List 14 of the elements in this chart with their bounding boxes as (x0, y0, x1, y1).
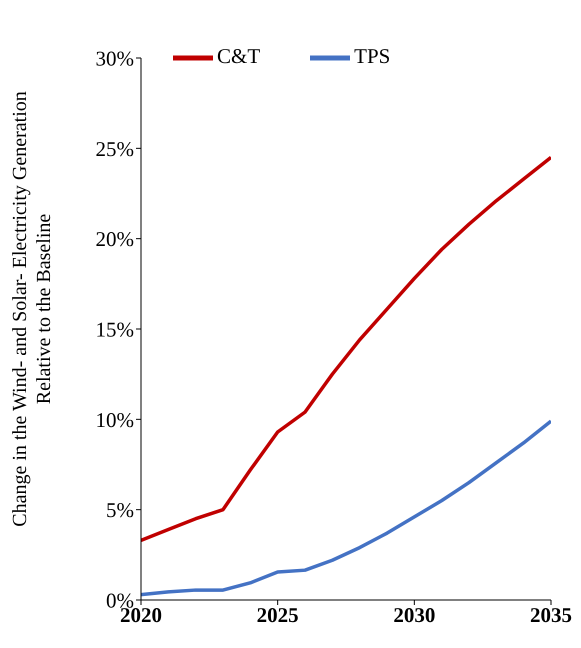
line-series (141, 156, 551, 542)
x-tick-label: 2035 (530, 602, 572, 627)
legend-label: TPS (354, 44, 390, 68)
y-tick-label: 15% (96, 317, 134, 342)
y-tick-label: 30% (96, 46, 134, 70)
x-tick-label: 2030 (393, 602, 436, 627)
y-tick-label: 25% (96, 136, 134, 161)
y-axis-title: Change in the Wind- and Solar- Electricity Generation Relative to the Baseline (9, 91, 55, 527)
y-tick-label: 20% (96, 227, 134, 252)
y-tick-label: 5% (106, 498, 134, 522)
y-tick-label: 10% (96, 408, 134, 432)
line-series (141, 419, 551, 596)
legend-label: C&T (217, 44, 260, 68)
x-tick-label: 2025 (256, 602, 299, 627)
